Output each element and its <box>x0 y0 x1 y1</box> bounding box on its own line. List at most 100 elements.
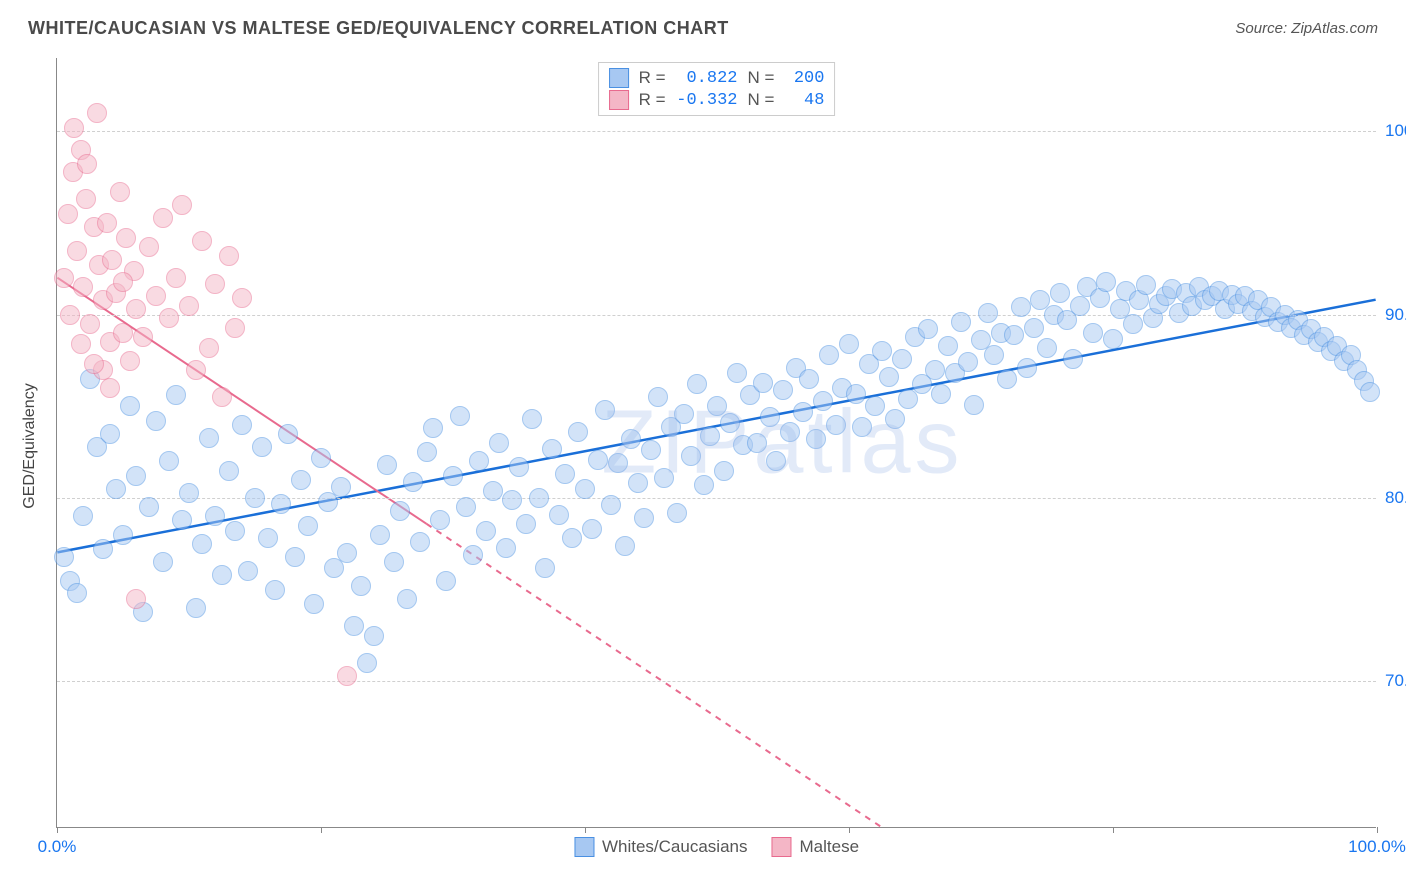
y-axis-label: GED/Equivalency <box>21 383 39 508</box>
scatter-point <box>423 418 443 438</box>
scatter-point <box>258 528 278 548</box>
ytick-label: 70.0% <box>1381 671 1406 691</box>
xtick <box>57 827 58 833</box>
ytick-label: 80.0% <box>1381 488 1406 508</box>
legend-swatch <box>609 68 629 88</box>
chart-header: WHITE/CAUCASIAN VS MALTESE GED/EQUIVALEN… <box>0 0 1406 49</box>
legend-series-label: Maltese <box>799 837 859 857</box>
scatter-point <box>212 565 232 585</box>
scatter-point <box>153 552 173 572</box>
scatter-point <box>1136 275 1156 295</box>
scatter-point <box>760 407 780 427</box>
scatter-point <box>192 534 212 554</box>
scatter-point <box>410 532 430 552</box>
xtick <box>1113 827 1114 833</box>
scatter-point <box>232 288 252 308</box>
scatter-point <box>106 479 126 499</box>
legend-r-label: R = <box>639 68 666 88</box>
scatter-point <box>186 598 206 618</box>
scatter-point <box>588 450 608 470</box>
legend-stats-row: R =0.822N =200 <box>609 67 825 89</box>
scatter-point <box>153 208 173 228</box>
scatter-point <box>337 666 357 686</box>
scatter-point <box>463 545 483 565</box>
legend-swatch <box>609 90 629 110</box>
scatter-point <box>58 204 78 224</box>
scatter-point <box>205 506 225 526</box>
scatter-point <box>456 497 476 517</box>
scatter-point <box>285 547 305 567</box>
legend-n-label: N = <box>748 90 775 110</box>
scatter-point <box>271 494 291 514</box>
scatter-point <box>1037 338 1057 358</box>
xtick-label: 0.0% <box>38 837 77 857</box>
scatter-point <box>113 525 133 545</box>
scatter-point <box>430 510 450 530</box>
scatter-point <box>146 286 166 306</box>
scatter-point <box>179 483 199 503</box>
scatter-point <box>298 516 318 536</box>
scatter-point <box>397 589 417 609</box>
scatter-point <box>799 369 819 389</box>
scatter-point <box>1017 358 1037 378</box>
scatter-point <box>1070 296 1090 316</box>
scatter-point <box>364 626 384 646</box>
scatter-point <box>126 466 146 486</box>
legend-series-item: Whites/Caucasians <box>574 837 748 857</box>
scatter-point <box>179 296 199 316</box>
scatter-point <box>64 118 84 138</box>
gridline-h <box>57 681 1376 682</box>
scatter-point <box>720 413 740 433</box>
scatter-point <box>54 268 74 288</box>
scatter-point <box>159 451 179 471</box>
scatter-point <box>278 424 298 444</box>
scatter-point <box>951 312 971 332</box>
scatter-point <box>67 241 87 261</box>
scatter-point <box>502 490 522 510</box>
scatter-point <box>562 528 582 548</box>
scatter-point <box>1004 325 1024 345</box>
scatter-point <box>87 103 107 123</box>
scatter-point <box>780 422 800 442</box>
scatter-point <box>773 380 793 400</box>
scatter-point <box>806 429 826 449</box>
scatter-point <box>687 374 707 394</box>
scatter-point <box>116 228 136 248</box>
scatter-point <box>542 439 562 459</box>
scatter-point <box>753 373 773 393</box>
scatter-point <box>384 552 404 572</box>
legend-swatch <box>771 837 791 857</box>
xtick <box>321 827 322 833</box>
ytick-label: 90.0% <box>1381 305 1406 325</box>
scatter-point <box>681 446 701 466</box>
scatter-point <box>978 303 998 323</box>
legend-series-item: Maltese <box>771 837 859 857</box>
scatter-point <box>100 378 120 398</box>
scatter-point <box>667 503 687 523</box>
scatter-point <box>1011 297 1031 317</box>
scatter-point <box>192 231 212 251</box>
scatter-point <box>159 308 179 328</box>
scatter-point <box>819 345 839 365</box>
xtick <box>849 827 850 833</box>
scatter-point <box>225 521 245 541</box>
scatter-point <box>496 538 516 558</box>
ytick-label: 100.0% <box>1381 121 1406 141</box>
scatter-point <box>575 479 595 499</box>
chart-title: WHITE/CAUCASIAN VS MALTESE GED/EQUIVALEN… <box>28 18 729 39</box>
gridline-h <box>57 131 1376 132</box>
scatter-point <box>1083 323 1103 343</box>
scatter-point <box>199 428 219 448</box>
xtick <box>585 827 586 833</box>
scatter-point <box>489 433 509 453</box>
scatter-point <box>97 213 117 233</box>
scatter-point <box>146 411 166 431</box>
scatter-point <box>634 508 654 528</box>
scatter-point <box>172 195 192 215</box>
scatter-point <box>568 422 588 442</box>
scatter-point <box>1024 318 1044 338</box>
scatter-point <box>73 277 93 297</box>
scatter-point <box>102 250 122 270</box>
scatter-point <box>344 616 364 636</box>
scatter-point <box>166 268 186 288</box>
